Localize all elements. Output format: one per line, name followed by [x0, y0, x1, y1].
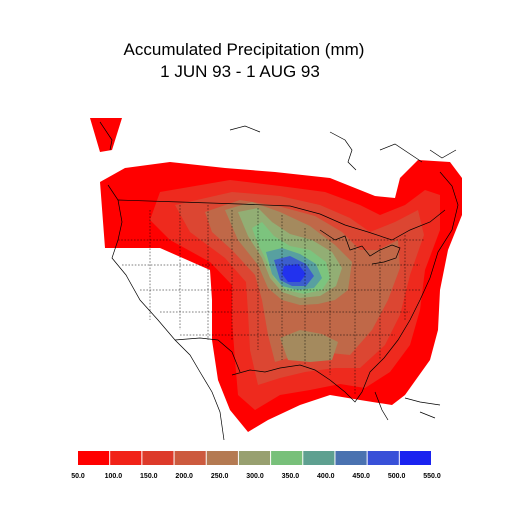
us-mexico-border	[174, 337, 241, 373]
precip-contours	[90, 118, 462, 432]
legend-swatch	[271, 451, 303, 465]
legend-swatch	[206, 451, 238, 465]
legend-swatch	[174, 451, 206, 465]
canada-coast-north	[99, 121, 457, 171]
us-canada-border	[117, 199, 446, 241]
legend-tick-label: 500.0	[387, 473, 406, 480]
legend-tick-label: 300.0	[246, 473, 264, 480]
legend-tick-label: 550.0	[423, 473, 441, 480]
coastline-west	[107, 184, 225, 441]
boundary-lines	[99, 121, 459, 441]
legend-swatch	[78, 451, 110, 465]
coastline-gulf-east	[231, 171, 459, 403]
florida-caribbean	[374, 391, 441, 421]
contour-500	[282, 264, 306, 282]
legend-swatch	[238, 451, 271, 465]
legend-tick-label: 50.0	[71, 473, 85, 480]
legend-tick-label: 450.0	[352, 473, 370, 480]
great-lakes	[319, 229, 401, 265]
legend-swatch	[142, 451, 174, 465]
legend-tick-label: 150.0	[140, 473, 158, 480]
map-title-line1: Accumulated Precipitation (mm)	[123, 40, 365, 59]
legend-tick-label: 400.0	[317, 473, 335, 480]
legend-tick-label: 200.0	[175, 473, 193, 480]
map-title-line2: 1 JUN 93 - 1 AUG 93	[160, 62, 320, 81]
legend-tick-label: 250.0	[210, 473, 229, 480]
legend-swatch	[367, 451, 399, 465]
legend-swatch	[335, 451, 367, 465]
legend-swatch	[399, 451, 431, 465]
legend-tick-label: 350.0	[281, 473, 300, 480]
state-lines	[118, 205, 425, 395]
legend-tick-label: 100.0	[104, 473, 123, 480]
legend-swatch	[110, 451, 142, 465]
legend-swatch	[303, 451, 335, 465]
